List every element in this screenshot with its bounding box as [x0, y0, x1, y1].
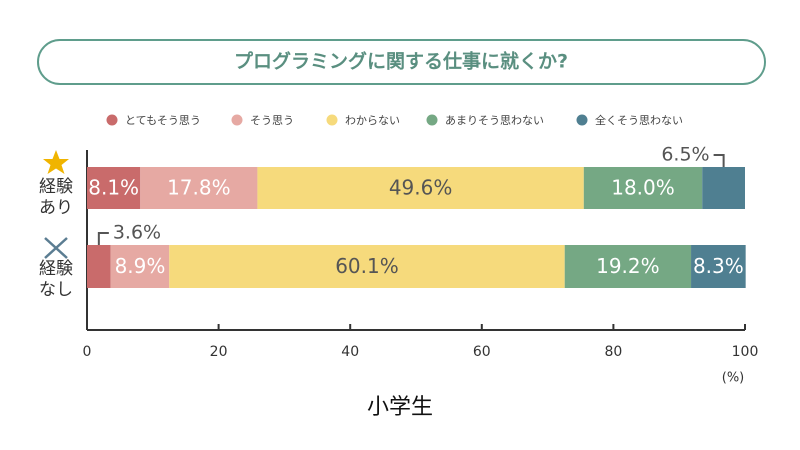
legend-label: あまりそう思わない — [445, 114, 544, 127]
bar-segment — [87, 167, 141, 209]
chart-title: プログラミングに関する仕事に就くか? — [234, 50, 568, 73]
x-tick-label: 20 — [210, 344, 228, 360]
x-tick-label: 0 — [83, 344, 92, 360]
x-tick-label: 40 — [341, 344, 359, 360]
bar-segment — [87, 245, 111, 288]
value-label: 8.1% — [88, 176, 139, 200]
bar-segment — [169, 245, 565, 288]
value-label: 8.3% — [693, 254, 744, 278]
bar-segment — [140, 167, 258, 209]
bar-segment — [257, 167, 584, 209]
value-label: 18.0% — [611, 176, 675, 200]
value-label: 8.9% — [115, 254, 166, 278]
value-label: 6.5% — [661, 144, 709, 166]
legend-label: わからない — [345, 114, 400, 127]
bar-segment — [583, 167, 703, 209]
value-label: 49.6% — [389, 176, 453, 200]
x-unit: (%) — [722, 371, 745, 386]
bar-segment — [702, 167, 745, 209]
legend-swatch — [326, 114, 338, 126]
row-label: 経験なし — [39, 259, 73, 300]
leader-line — [97, 232, 109, 245]
star-icon — [43, 150, 69, 174]
legend-swatch — [231, 114, 243, 126]
cross-icon — [44, 237, 68, 259]
legend-swatch — [576, 114, 588, 126]
caption: 小学生 — [367, 395, 433, 420]
x-tick-label: 80 — [604, 344, 622, 360]
bar-segment — [691, 245, 746, 288]
value-label: 3.6% — [113, 222, 161, 244]
value-label: 19.2% — [596, 254, 660, 278]
title-box — [37, 39, 766, 85]
leader-line — [713, 154, 725, 167]
legend-label: とてもそう思う — [125, 114, 201, 127]
legend-swatch — [426, 114, 438, 126]
value-label: 60.1% — [335, 254, 399, 278]
value-label: 17.8% — [167, 176, 231, 200]
legend-label: 全くそう思わない — [595, 113, 683, 127]
legend-swatch — [106, 114, 118, 126]
legend-label: そう思う — [250, 114, 294, 127]
row-label: 経験あり — [39, 177, 73, 218]
x-tick-label: 60 — [473, 344, 491, 360]
bar-segment — [110, 245, 170, 288]
bar-segment — [564, 245, 692, 288]
x-tick-label: 100 — [732, 344, 759, 360]
